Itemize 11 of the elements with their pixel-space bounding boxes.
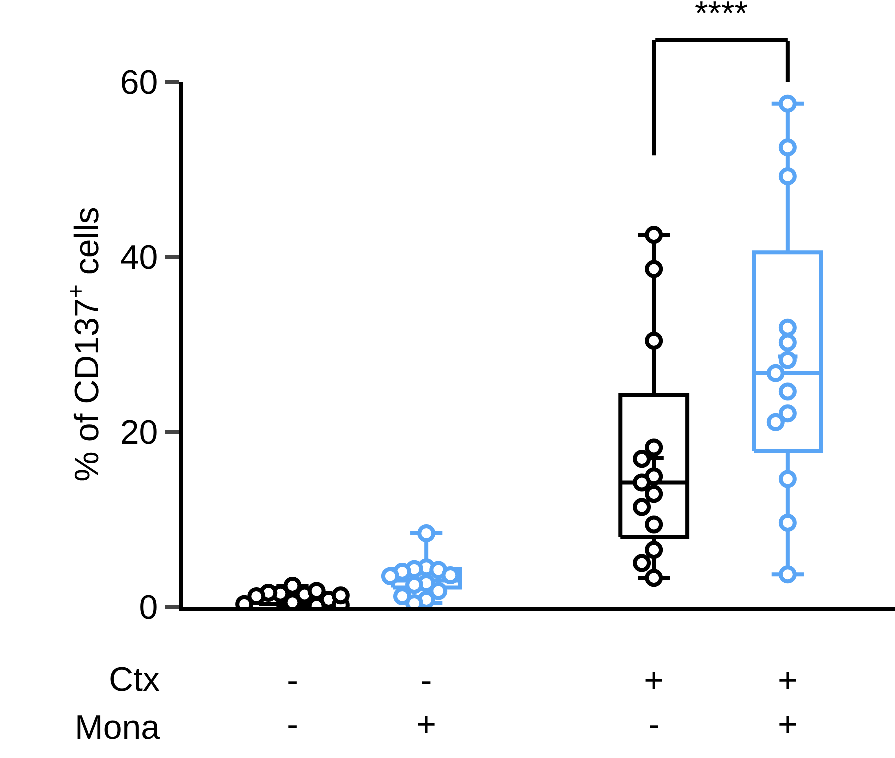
y-tick-label: 0 bbox=[139, 588, 158, 627]
text: Ctx bbox=[109, 661, 160, 699]
text: **** bbox=[695, 0, 748, 33]
x-tick-label: - + bbox=[416, 662, 437, 744]
x-tick-label: + - bbox=[644, 662, 664, 744]
x-tick-label: - - bbox=[287, 662, 298, 744]
y-tick-label: 20 bbox=[120, 414, 158, 452]
x-tick-label: + + bbox=[778, 662, 798, 744]
y-tick-label: 60 bbox=[120, 64, 158, 102]
y-tick-label: 40 bbox=[120, 238, 158, 277]
text: Mona bbox=[75, 709, 160, 747]
